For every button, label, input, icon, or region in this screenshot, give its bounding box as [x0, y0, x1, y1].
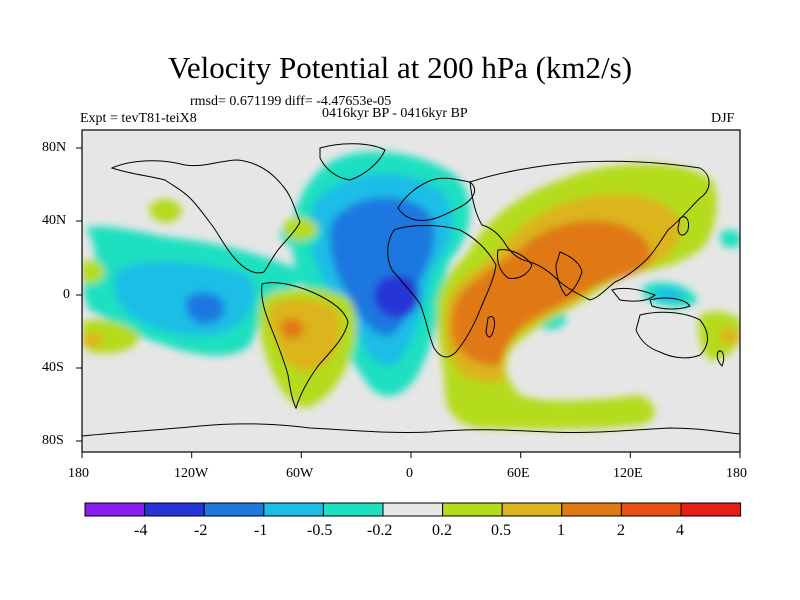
colorbar-label: 2 — [617, 522, 625, 539]
contour-sam-05 — [269, 299, 341, 371]
lat-tick-label: 40S — [42, 360, 64, 375]
lon-tick-label: 60W — [286, 466, 314, 481]
lon-tick-label: 180 — [726, 466, 747, 481]
contour-fields — [82, 143, 740, 437]
lat-tick-label: 0 — [63, 287, 70, 302]
colorbar-label: 1 — [557, 522, 565, 539]
lon-tick-label: 120W — [174, 466, 209, 481]
colorbar-swatch — [263, 502, 324, 517]
experiment-label: Expt = tevT81-teiX8 — [80, 111, 197, 126]
stats-line: rmsd= 0.671199 diff= -4.47653e-05 — [190, 94, 392, 109]
coastlines — [82, 143, 740, 437]
colorbar-label: 4 — [676, 522, 684, 539]
lat-tick-label: 40N — [42, 213, 67, 228]
contour-sam-1 — [280, 318, 304, 339]
colorbar-label: -0.2 — [367, 522, 393, 539]
colorbar-swatch — [322, 502, 384, 517]
colorbar-swatch — [144, 502, 205, 517]
lon-tick-label: 0 — [406, 466, 413, 481]
contour-neg-2 — [373, 275, 420, 318]
lon-tick-label: 60E — [507, 466, 530, 481]
lat-tick-label: 80N — [42, 140, 67, 155]
contour-nam-pos — [283, 217, 318, 241]
lat-tick-label: 80S — [42, 433, 64, 448]
colorbar — [84, 502, 742, 517]
period-label: 0416kyr BP - 0416kyr BP — [322, 106, 468, 121]
contour-pos-1 — [451, 220, 651, 366]
season-label: DJF — [711, 111, 735, 126]
lon-tick-label: 180 — [68, 466, 89, 481]
colorbar-swatch — [680, 502, 742, 517]
colorbar-swatch — [382, 502, 444, 517]
colorbar-label: -4 — [134, 522, 148, 539]
colorbar-label: -1 — [254, 522, 268, 539]
plot-title: Velocity Potential at 200 hPa (km2/s) — [167, 50, 633, 85]
contour-swpac-pos5 — [720, 328, 740, 345]
colorbar-label: 0.2 — [432, 522, 452, 539]
contour-swpac-pos — [698, 311, 740, 360]
colorbar-swatch — [561, 502, 622, 517]
contour-pac-1 — [185, 292, 225, 325]
contour-spac-pos5 — [82, 332, 104, 348]
contour-dateline-02 — [720, 230, 740, 248]
colorbar-label: 0.5 — [491, 522, 511, 539]
lon-tick-label: 120E — [613, 466, 643, 481]
colorbar-swatch — [501, 502, 563, 517]
colorbar-swatch — [620, 502, 682, 517]
colorbar-swatch — [84, 502, 146, 517]
colorbar-label: -2 — [194, 522, 208, 539]
colorbar-swatch — [442, 502, 503, 517]
colorbar-label: -0.5 — [307, 522, 333, 539]
axis-ticks — [76, 147, 741, 458]
contour-npac-pos — [149, 198, 182, 223]
contour-epac-pos — [82, 260, 104, 284]
colorbar-swatch — [203, 502, 265, 517]
